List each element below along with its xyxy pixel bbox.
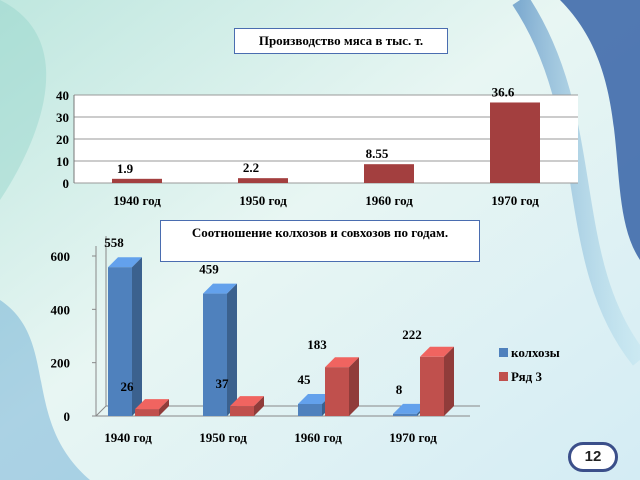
y-tick-label: 0 [63,176,70,191]
bar [393,413,417,416]
data-label: 2.2 [243,160,259,175]
meat-production-chart: 0 10 20 30 40 1.9 1940 год 2.2 1950 год 8.55 1960 … [56,84,578,208]
data-label: 459 [199,262,219,277]
bar-top [420,346,454,357]
x-tick-label: 1970 год [389,430,437,445]
bar-top [325,357,359,368]
data-label: 37 [216,376,230,391]
bar [420,356,444,416]
bar-top [108,257,142,268]
y-tick-label: 20 [56,132,69,147]
data-label: 36.6 [492,84,515,99]
y-tick-label: 30 [56,110,69,125]
legend-label: колхозы [511,345,560,360]
x-tick-label: 1950 год [239,193,287,208]
bar [108,267,132,416]
legend-label: Ряд 3 [511,369,542,384]
bar-top [393,403,427,414]
bar [364,164,414,183]
bar [112,178,162,183]
x-tick-label: 1950 год [199,430,247,445]
y-tick-label: 10 [56,154,69,169]
chart1-title: Производство мяса в тыс. т. [234,28,448,54]
x-tick-label: 1940 год [104,430,152,445]
bar [298,404,322,416]
chart2-title: Соотношение колхозов и совхозов по годам… [160,220,480,262]
bar-top [230,396,264,407]
floor-edge [95,405,107,417]
x-tick-label: 1970 год [491,193,539,208]
data-label: 26 [121,379,135,394]
bar [325,367,349,416]
bar-top [203,283,237,294]
bar-side [254,396,264,416]
y-tick-label: 400 [51,302,71,317]
y-tick-label: 40 [56,88,69,103]
y-tick-label: 200 [51,356,71,371]
data-label: 8 [396,382,403,397]
x-tick-label: 1960 год [294,430,342,445]
data-label: 558 [104,235,124,250]
data-label: 222 [402,327,422,342]
bar-top [298,394,332,404]
data-label: 183 [307,337,327,352]
bar-side [132,257,142,416]
legend-swatch [499,348,508,357]
y-tick-label: 0 [64,409,71,424]
bar [490,102,540,183]
bar-side [444,346,454,416]
bar [230,406,254,416]
bar-side [349,357,359,416]
bar [238,178,288,183]
x-tick-label: 1960 год [365,193,413,208]
bar-side [159,399,169,416]
bar [203,293,227,416]
bar-top [135,399,169,410]
data-label: 1.9 [117,161,134,176]
bar-side [227,283,237,416]
x-tick-label: 1940 год [113,193,161,208]
data-label: 45 [298,372,312,387]
data-label: 8.55 [366,146,389,161]
y-tick-label: 600 [51,249,71,264]
bar [135,409,159,416]
legend-swatch [499,372,508,381]
page-number-badge: 12 [568,442,618,472]
